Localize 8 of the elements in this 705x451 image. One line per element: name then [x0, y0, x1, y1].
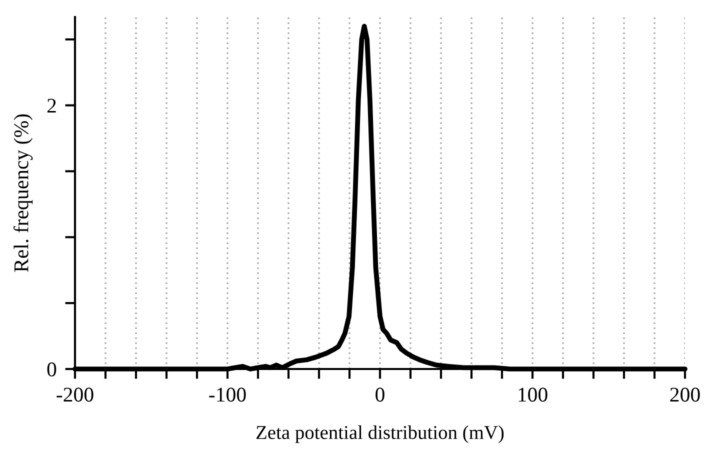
- x-tick-label: -100: [209, 388, 246, 402]
- x-tick-label: 100: [518, 388, 548, 402]
- x-tick-label: -200: [56, 388, 94, 402]
- x-tick-label: 200: [670, 388, 700, 402]
- y-tick-label: 2: [47, 98, 56, 113]
- x-axis-title: Zeta potential distribution (mV): [256, 425, 504, 444]
- x-tick-label: 0: [376, 388, 384, 402]
- y-axis-title: Rel. frequency (%): [13, 114, 33, 272]
